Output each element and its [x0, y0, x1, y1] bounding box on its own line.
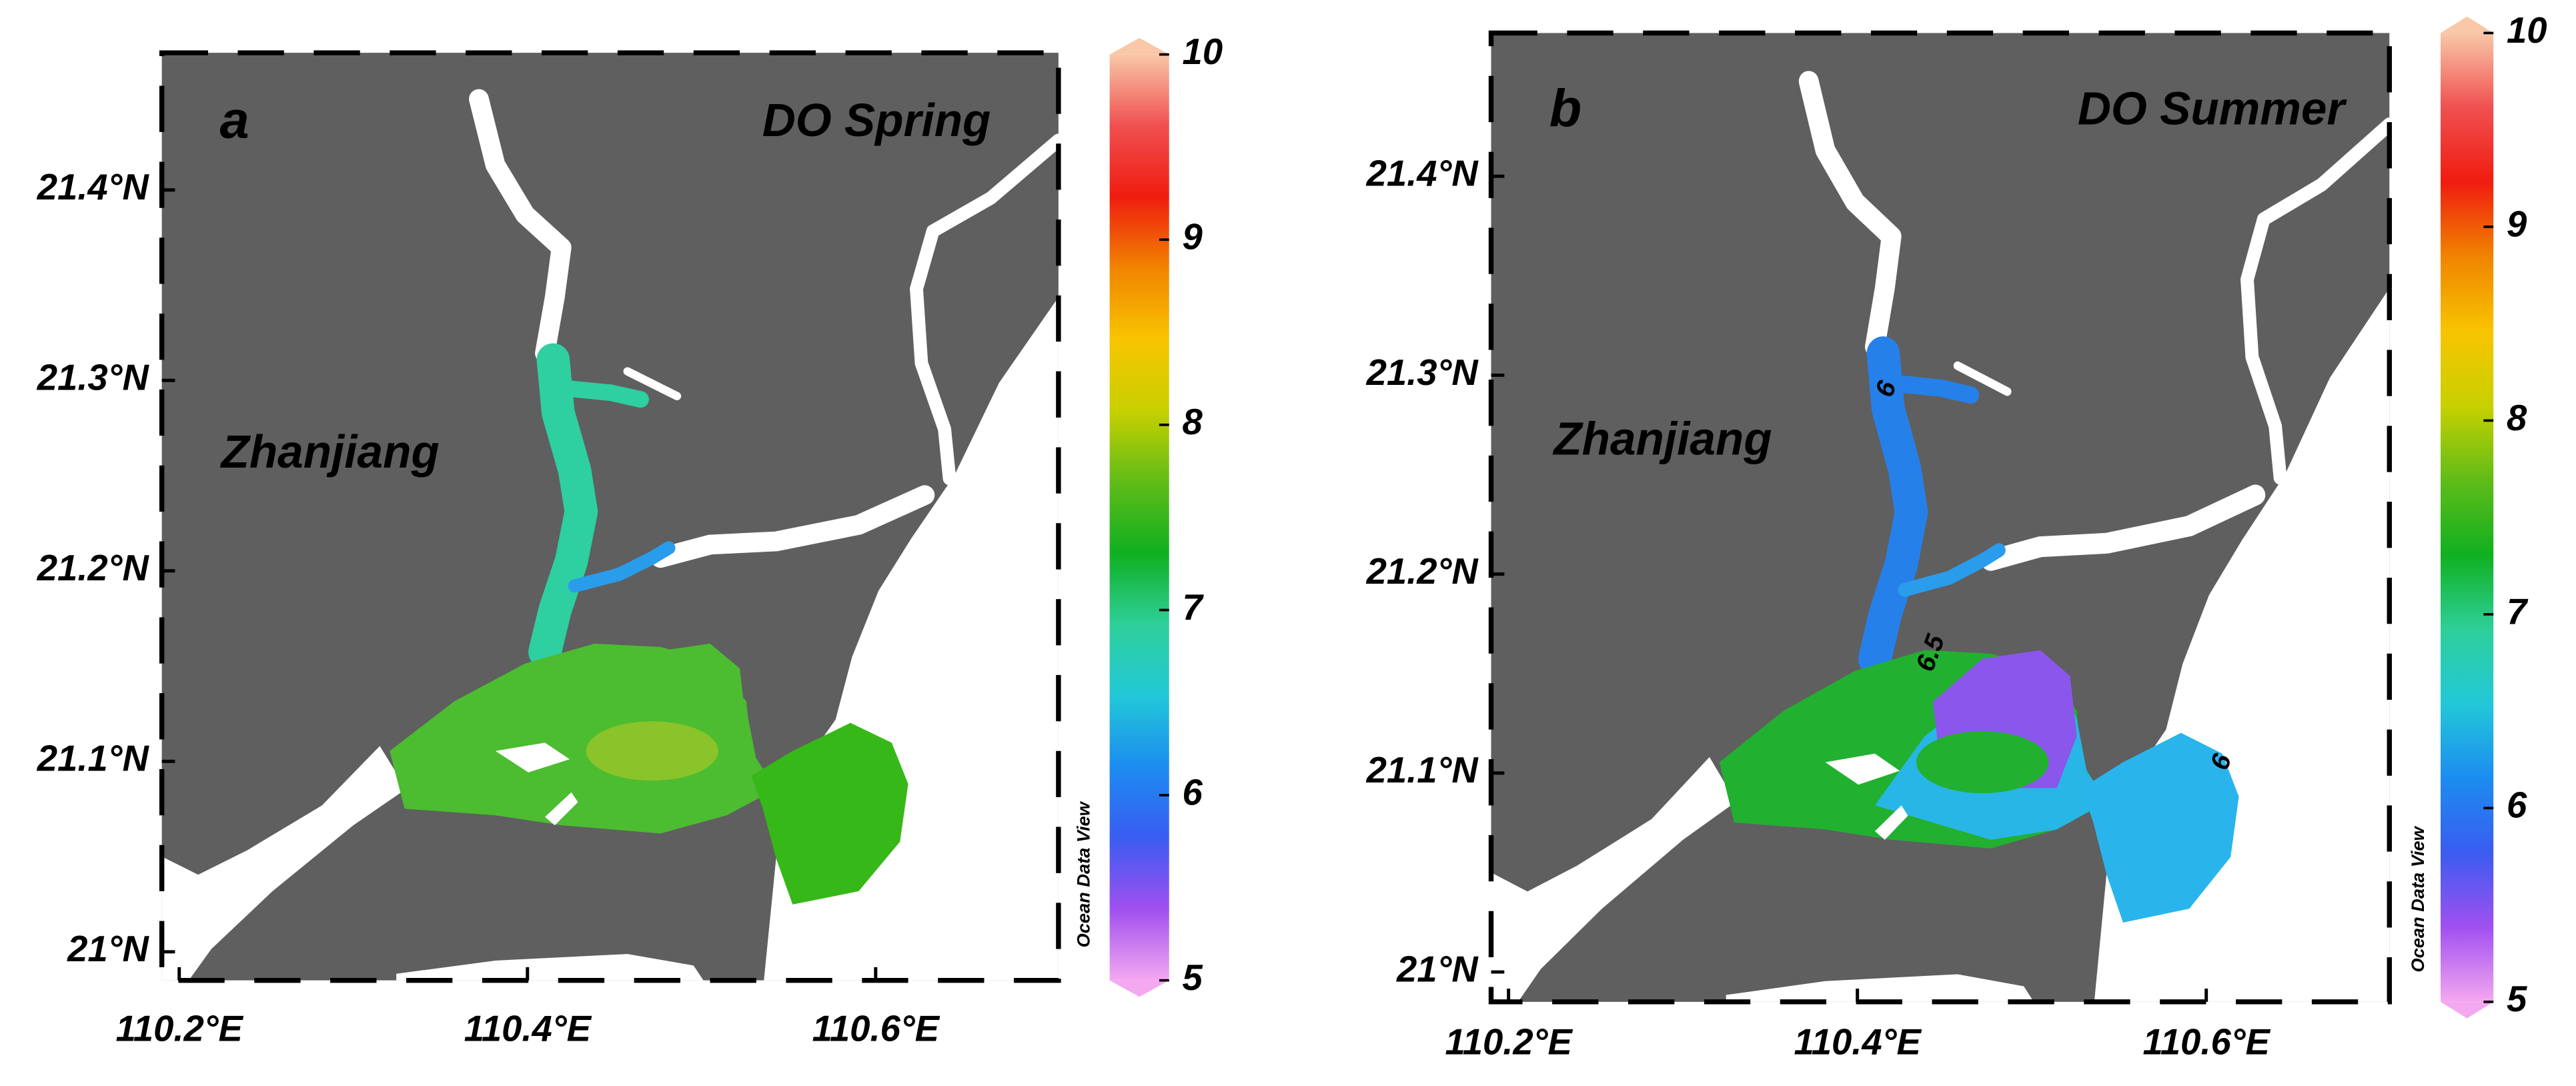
colorbar-label: 10 — [2507, 10, 2547, 51]
y-tick-label: 21.2°N — [37, 548, 150, 588]
y-tick-label: 21.4°N — [37, 167, 150, 207]
colorbar-cap — [2440, 1001, 2494, 1019]
colorbar-label: 7 — [1183, 587, 1205, 628]
panel-title: DO Spring — [762, 94, 991, 146]
colorbar-label: 5 — [2507, 979, 2527, 1019]
x-tick-label: 110.6°E — [812, 1009, 940, 1049]
frame — [1488, 30, 2392, 1005]
y-tick-label: 21.1°N — [1366, 750, 1479, 790]
y-tick-label: 21°N — [1396, 949, 1479, 989]
north-river — [469, 89, 572, 364]
credit: Ocean Data View — [2407, 825, 2428, 972]
x-tick-label: 110.4°E — [1794, 1022, 1922, 1063]
x-tick-label: 110.2°E — [116, 1009, 244, 1049]
panel-label: a — [220, 89, 249, 149]
colorbar-label: 5 — [1183, 957, 1203, 998]
do-bay-high — [586, 721, 718, 781]
colorbar-label: 6 — [2507, 785, 2527, 826]
south-strip — [396, 954, 704, 981]
west-channel — [1491, 756, 1736, 1002]
colorbar-label: 8 — [2507, 398, 2527, 438]
do-channel — [528, 343, 598, 669]
colorbar-label: 9 — [2507, 203, 2527, 244]
map-panel: 110.2°E 110.4°E 110.6°E 21°N 21.1°N 21.2°N 21.… — [1366, 10, 2547, 1063]
ne-river — [2240, 117, 2390, 485]
colorbar — [1109, 54, 1169, 981]
pier — [544, 792, 578, 826]
north-river — [1798, 71, 1902, 358]
do-plume — [751, 722, 908, 905]
y-tick-label: 21.3°N — [1366, 352, 1479, 393]
credit: Ocean Data View — [1073, 800, 1094, 947]
creek — [1953, 361, 2012, 396]
x-tick-label: 110.6°E — [2143, 1022, 2271, 1063]
colorbar — [2440, 33, 2494, 1002]
do-channel — [1858, 336, 1928, 676]
east-river — [1980, 484, 2266, 571]
do-branch — [553, 380, 649, 408]
east-river — [650, 485, 935, 568]
do-bay-high — [1916, 731, 2049, 794]
map-panel: 110.2°E 110.4°E 110.6°E 21°N 21.1°N 21.2°N 21.… — [37, 31, 1223, 1049]
y-tick-label: 21.1°N — [37, 738, 150, 779]
map-content — [161, 53, 1059, 981]
west-channel — [161, 746, 407, 981]
panel-title: DO Summer — [2078, 83, 2348, 135]
y-tick-label: 21.4°N — [1366, 153, 1479, 194]
map-content — [1491, 33, 2390, 1002]
colorbar-cap — [1109, 37, 1169, 55]
x-tick-label: 110.2°E — [1445, 1022, 1573, 1063]
x-tick-label: 110.4°E — [464, 1009, 592, 1049]
do-plume — [2081, 732, 2239, 923]
y-tick-label: 21.3°N — [37, 358, 150, 398]
place-label: Zhanjiang — [219, 426, 439, 478]
colorbar-cap — [2440, 16, 2494, 33]
place-label: Zhanjiang — [1552, 412, 1772, 464]
ne-river — [910, 133, 1059, 486]
y-tick-label: 21.2°N — [1366, 551, 1479, 592]
colorbar-label: 10 — [1183, 31, 1223, 72]
do-branch — [1883, 374, 1980, 404]
map — [161, 53, 1059, 981]
island — [1825, 753, 1900, 785]
colorbar-label: 7 — [2507, 591, 2529, 632]
south-strip — [1726, 974, 2034, 1002]
colorbar-label: 8 — [1183, 402, 1203, 442]
map — [1491, 33, 2390, 1002]
y-tick-label: 21°N — [67, 929, 149, 969]
panel-label: b — [1549, 78, 1581, 137]
colorbar-cap — [1109, 980, 1169, 997]
pier — [1874, 805, 1908, 840]
do-branch — [568, 541, 676, 593]
creek — [623, 367, 682, 400]
island — [495, 742, 570, 772]
colorbar-label: 6 — [1183, 772, 1203, 812]
colorbar-label: 9 — [1183, 217, 1203, 257]
do-branch — [1898, 543, 2006, 597]
